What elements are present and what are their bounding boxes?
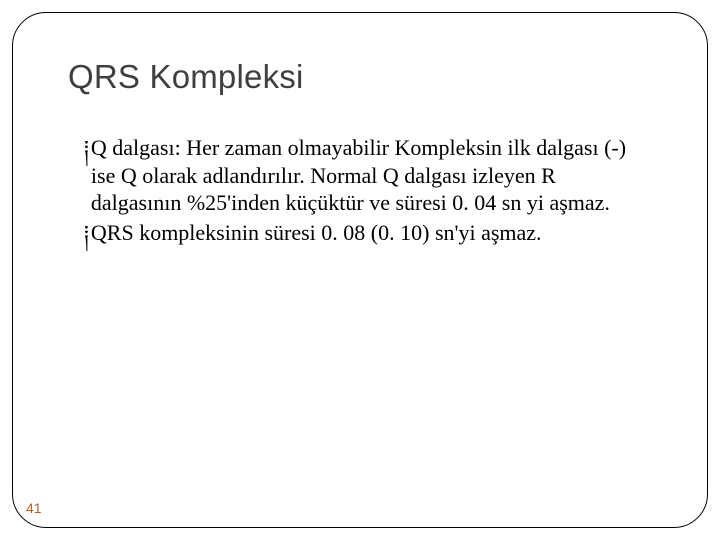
page-number: 41 bbox=[26, 500, 42, 516]
slide-body: ༐ Q dalgası: Her zaman olmayabilir Kompl… bbox=[84, 134, 650, 248]
bullet-item: ༐ QRS kompleksinin süresi 0. 08 (0. 10) … bbox=[84, 219, 650, 247]
bullet-icon: ༐ bbox=[84, 220, 89, 248]
bullet-icon: ༐ bbox=[84, 135, 89, 163]
bullet-item: ༐ Q dalgası: Her zaman olmayabilir Kompl… bbox=[84, 134, 650, 217]
slide-title: QRS Kompleksi bbox=[68, 58, 304, 96]
bullet-text: Q dalgası: Her zaman olmayabilir Komplek… bbox=[91, 134, 650, 217]
bullet-text: QRS kompleksinin süresi 0. 08 (0. 10) sn… bbox=[91, 219, 542, 247]
slide: QRS Kompleksi ༐ Q dalgası: Her zaman olm… bbox=[0, 0, 720, 540]
